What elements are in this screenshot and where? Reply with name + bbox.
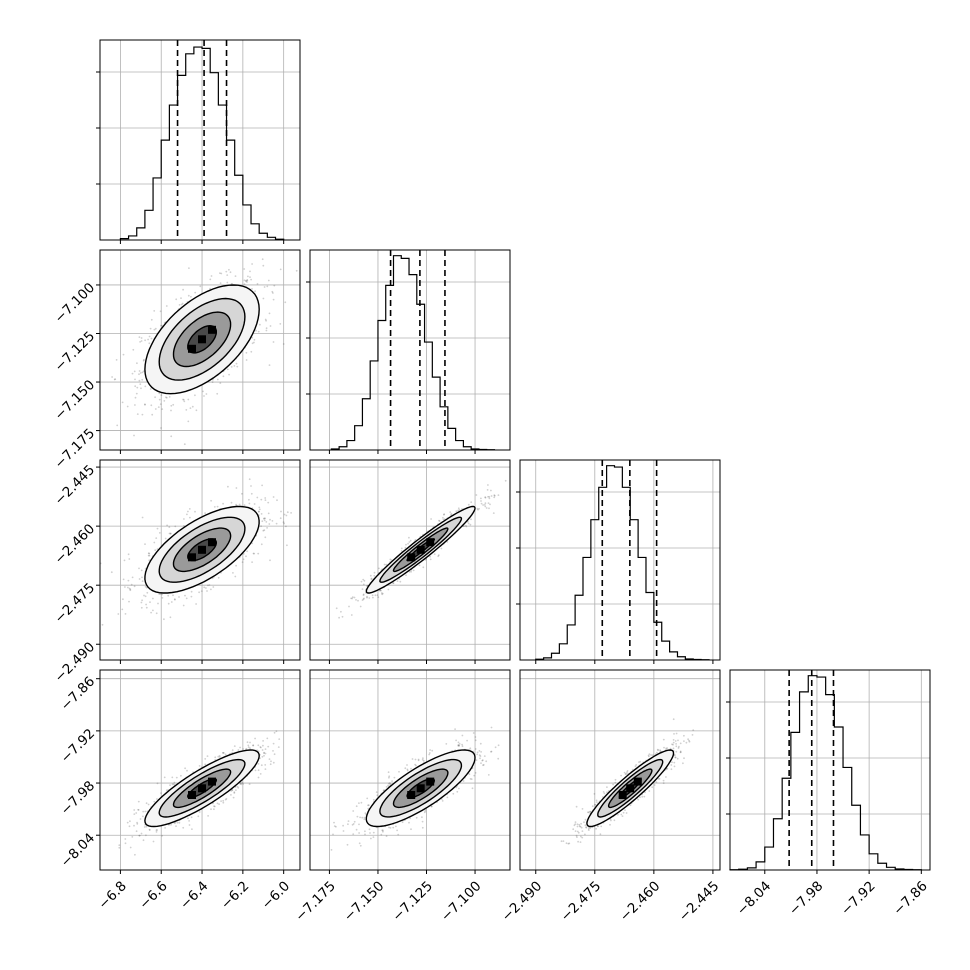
y-tick-label-2-1: −2.475 bbox=[52, 580, 99, 627]
panel-2-3-core bbox=[618, 777, 642, 799]
panel-0-1-frame bbox=[99, 249, 301, 451]
x-tick-label-2-3: −2.445 bbox=[676, 878, 723, 925]
panel-0-3-core bbox=[188, 777, 216, 799]
hist-0-steps bbox=[119, 46, 285, 240]
panel-0-2-core-2 bbox=[208, 538, 216, 547]
histogram-panel-2 bbox=[516, 459, 721, 664]
panel-2-3-core-0 bbox=[618, 791, 627, 799]
hist-2-frame bbox=[519, 459, 721, 661]
histogram-panel-1 bbox=[306, 249, 511, 454]
panel-1-2-core bbox=[407, 538, 435, 562]
panel-0-3-core-0 bbox=[188, 791, 196, 799]
panel-0-2-core-0 bbox=[188, 553, 196, 562]
y-tick-label-1-3: −7.100 bbox=[52, 280, 99, 327]
x-tick-label-0-1: −6.6 bbox=[136, 878, 170, 912]
panel-1-2-frame bbox=[309, 459, 511, 661]
x-tick-label-2-2: −2.460 bbox=[617, 878, 664, 925]
panel-1-2-core-2 bbox=[426, 538, 435, 547]
hist-3-steps bbox=[729, 675, 922, 871]
x-tick-label-1-1: −7.150 bbox=[341, 878, 388, 925]
hist-1-steps bbox=[330, 255, 496, 451]
panel-0-2-core bbox=[188, 538, 216, 562]
y-tick-label-3-0: −8.04 bbox=[58, 830, 99, 871]
x-tick-label-0-0: −6.8 bbox=[95, 878, 129, 912]
x-tick-label-0-2: −6.4 bbox=[177, 878, 211, 912]
scatter-panel-2-3 bbox=[519, 669, 721, 874]
panel-0-2-core-1 bbox=[198, 545, 206, 554]
x-tick-label-3-0: −8.04 bbox=[734, 878, 775, 919]
histogram-panel-0 bbox=[96, 39, 301, 244]
panel-1-3-core-2 bbox=[426, 777, 435, 786]
y-tick-label-3-1: −7.98 bbox=[58, 778, 99, 819]
y-tick-label-1-1: −7.150 bbox=[52, 377, 99, 424]
panel-0-3-frame bbox=[99, 669, 301, 871]
x-tick-label-1-0: −7.175 bbox=[292, 878, 339, 925]
x-tick-label-2-1: −2.475 bbox=[558, 878, 605, 925]
panel-1-2-core-1 bbox=[416, 545, 425, 554]
panel-0-1-core-1 bbox=[198, 335, 206, 344]
x-tick-label-3-3: −7.86 bbox=[890, 878, 931, 919]
y-tick-label-1-2: −7.125 bbox=[52, 328, 99, 375]
y-tick-label-3-2: −7.92 bbox=[58, 726, 99, 767]
scatter-panel-0-2 bbox=[96, 459, 301, 664]
hist-1-frame bbox=[309, 249, 511, 451]
panel-1-3-core bbox=[407, 777, 435, 799]
x-tick-label-1-2: −7.125 bbox=[389, 878, 436, 925]
x-tick-label-1-3: −7.100 bbox=[438, 878, 485, 925]
panel-0-2-frame bbox=[99, 459, 301, 661]
histogram-panel-3 bbox=[726, 669, 931, 874]
panel-1-3-frame bbox=[309, 669, 511, 871]
panel-0-1-core bbox=[188, 325, 216, 353]
panel-2-3-frame bbox=[519, 669, 721, 871]
x-tick-label-3-1: −7.98 bbox=[786, 878, 827, 919]
x-tick-label-2-0: −2.490 bbox=[499, 878, 546, 925]
panel-0-3-core-1 bbox=[198, 784, 206, 793]
panel-1-3-core-0 bbox=[407, 791, 416, 799]
scatter-panel-0-1 bbox=[96, 249, 301, 454]
panel-0-1-core-2 bbox=[208, 325, 216, 334]
y-tick-label-1-0: −7.175 bbox=[52, 425, 99, 472]
scatter-panel-1-3 bbox=[309, 669, 511, 874]
hist-3-frame bbox=[729, 669, 931, 871]
scatter-panel-0-3 bbox=[96, 669, 301, 874]
hist-2-steps bbox=[535, 465, 710, 661]
scatter-panel-1-2 bbox=[309, 459, 511, 664]
x-tick-label-0-3: −6.2 bbox=[218, 878, 252, 912]
x-tick-label-3-2: −7.92 bbox=[838, 878, 879, 919]
panel-0-1-core-0 bbox=[188, 344, 196, 353]
panel-2-3-core-1 bbox=[626, 784, 635, 793]
panel-1-2-core-0 bbox=[407, 553, 416, 562]
x-tick-label-0-4: −6.0 bbox=[259, 878, 293, 912]
hist-0-frame bbox=[99, 39, 301, 241]
panel-0-3-core-2 bbox=[208, 777, 216, 786]
y-tick-label-2-2: −2.460 bbox=[52, 521, 99, 568]
panel-2-3-core-2 bbox=[633, 777, 642, 786]
panel-1-3-core-1 bbox=[416, 784, 425, 793]
